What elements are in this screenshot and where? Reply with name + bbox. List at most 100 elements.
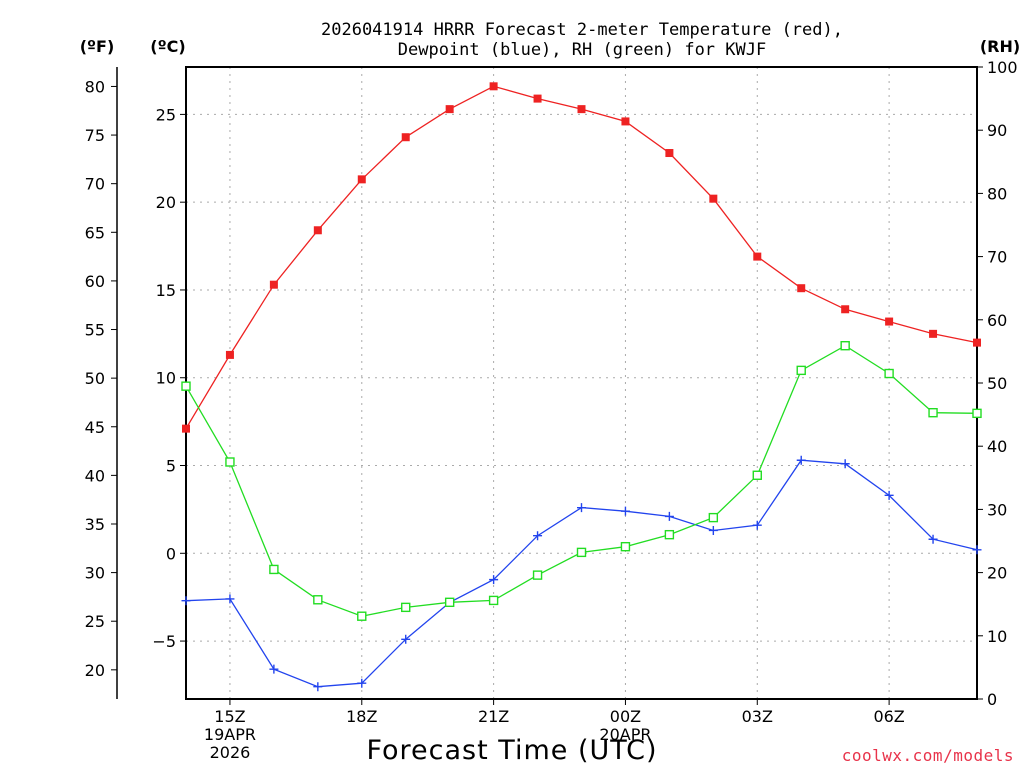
unit-label-fahrenheit: (ºF) [80, 37, 115, 56]
fahrenheit-tick-label: 70 [85, 175, 105, 194]
chart-title-line1: 2026041914 HRRR Forecast 2-meter Tempera… [321, 20, 843, 40]
temperature-point [885, 317, 894, 326]
rh-tick-label: 60 [987, 311, 1007, 330]
x-tick-date: 19APR [204, 725, 256, 744]
rh-point [181, 381, 191, 391]
dewpoint-point [357, 678, 367, 688]
rh-point [796, 365, 806, 376]
dewpoint-point [620, 506, 630, 516]
celsius-tick-label: 15 [156, 281, 176, 300]
temperature-point [621, 117, 630, 126]
fahrenheit-tick-label: 40 [85, 466, 105, 485]
fahrenheit-tick-label: 30 [85, 564, 105, 583]
gridlines [186, 67, 977, 699]
temperature-point [269, 280, 278, 289]
source-credit: coolwx.com/models [842, 746, 1014, 765]
series-dewpoint [181, 455, 982, 692]
series-line-dewpoint [185, 459, 978, 688]
temperature-point [182, 424, 190, 433]
fahrenheit-tick-label: 75 [85, 126, 105, 145]
temperature-point [445, 105, 454, 114]
temperature-point [225, 350, 234, 359]
rh-point [313, 595, 323, 605]
rh-point [928, 408, 938, 418]
x-tick-label: 00Z [610, 707, 641, 726]
x-tick-label: 18Z [346, 707, 377, 726]
rh-tick-label: 50 [987, 374, 1007, 393]
rh-point [840, 341, 850, 351]
fahrenheit-tick-label: 20 [85, 661, 105, 680]
dewpoint-point [708, 525, 718, 535]
celsius-tick-label: 20 [156, 193, 176, 212]
temperature-point [357, 175, 366, 184]
dewpoint-point [181, 596, 191, 606]
rh-tick-label: 30 [987, 500, 1007, 519]
dewpoint-point [269, 664, 279, 674]
fahrenheit-tick-label: 55 [85, 321, 105, 340]
temperature-point [313, 226, 322, 235]
rh-tick-label: 70 [987, 248, 1007, 267]
rh-point [225, 457, 235, 467]
fahrenheit-tick-label: 80 [85, 77, 105, 96]
dewpoint-point [884, 490, 894, 500]
x-tick-label: 06Z [873, 707, 904, 726]
temperature-point [577, 105, 586, 114]
rh-point [401, 602, 411, 613]
fahrenheit-tick-label: 65 [85, 223, 105, 242]
dewpoint-point [401, 634, 411, 644]
celsius-tick-label: 10 [156, 369, 176, 388]
celsius-tick-label: 25 [156, 105, 176, 124]
dewpoint-point [577, 503, 586, 513]
rh-point [269, 564, 279, 575]
rh-tick-label: 80 [987, 184, 1007, 203]
rh-tick-label: 10 [987, 627, 1007, 646]
rh-point [488, 595, 499, 606]
series-rh [181, 341, 982, 621]
dewpoint-point [489, 575, 499, 585]
rh-tick-label: 90 [987, 121, 1007, 140]
celsius-tick-label: 0 [166, 544, 176, 563]
rh-point [972, 408, 982, 419]
dewpoint-point [928, 534, 938, 544]
temperature-point [401, 133, 410, 142]
unit-label-celsius: (ºC) [150, 37, 185, 56]
dewpoint-point [840, 459, 850, 469]
temperature-point [929, 329, 938, 338]
rh-tick-label: 40 [987, 437, 1007, 456]
data-series [181, 82, 982, 692]
fahrenheit-tick-label: 35 [85, 515, 105, 534]
temperature-point [665, 149, 674, 158]
rh-point [576, 547, 587, 558]
rh-point [708, 512, 719, 523]
dewpoint-point [533, 531, 543, 541]
fahrenheit-tick-label: 60 [85, 272, 105, 291]
temperature-point [489, 82, 498, 91]
rh-point [620, 541, 631, 552]
rh-point [664, 529, 675, 540]
x-tick-label: 03Z [742, 707, 773, 726]
dewpoint-point [225, 594, 235, 604]
x-tick-date: 20APR [599, 725, 651, 744]
temperature-point [753, 252, 762, 261]
x-axis-label: Forecast Time (UTC) [366, 735, 657, 766]
rh-point [884, 368, 894, 379]
series-line-rh [185, 344, 978, 617]
celsius-tick-label: 5 [166, 457, 176, 476]
rh-point [444, 597, 455, 608]
temperature-point [709, 194, 718, 203]
rh-tick-label: 100 [987, 58, 1018, 77]
dewpoint-point [664, 511, 674, 521]
x-tick-label: 15Z [214, 707, 245, 726]
dewpoint-point [313, 682, 323, 692]
temperature-point [533, 94, 542, 103]
plot-frame [185, 66, 978, 700]
rh-point [752, 470, 762, 480]
dewpoint-point [972, 545, 982, 555]
fahrenheit-tick-label: 50 [85, 369, 105, 388]
x-tick-label: 21Z [478, 707, 509, 726]
temperature-point [841, 305, 850, 314]
temperature-point [973, 338, 981, 347]
series-temperature [182, 82, 981, 433]
